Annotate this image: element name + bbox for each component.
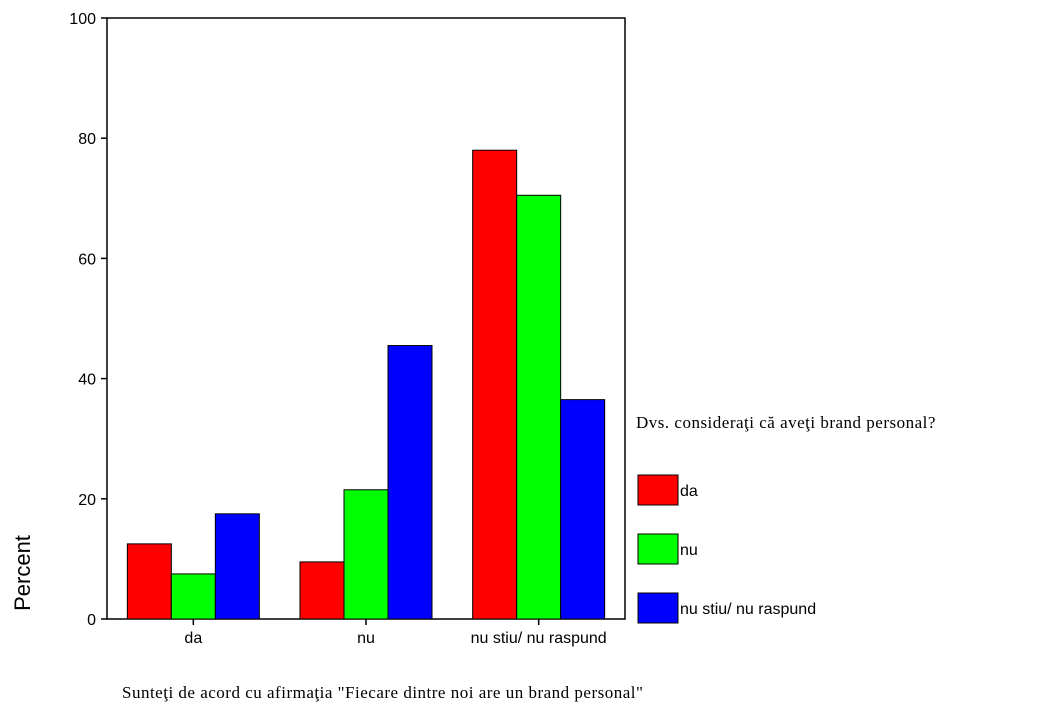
y-tick-label: 80 bbox=[78, 131, 96, 148]
legend-label: nu bbox=[680, 542, 698, 559]
bar-da-da bbox=[126, 543, 172, 620]
y-tick-label: 100 bbox=[69, 11, 96, 28]
legend-swatch bbox=[637, 474, 679, 506]
x-tick-label: da bbox=[184, 630, 202, 647]
bar-nu-stiu-nu-raspund-nu bbox=[387, 345, 433, 620]
legend-label: da bbox=[680, 483, 698, 500]
bar-nu-nu-stiu-nu-raspund bbox=[516, 194, 562, 620]
bar-nu-stiu-nu-raspund-nu-stiu-nu-raspund bbox=[560, 399, 606, 620]
legend-label: nu stiu/ nu raspund bbox=[680, 601, 816, 618]
x-tick-label: nu stiu/ nu raspund bbox=[471, 630, 607, 647]
bar-nu-stiu-nu-raspund-da bbox=[214, 513, 260, 620]
y-axis-label: Percent bbox=[10, 535, 35, 611]
bars bbox=[126, 149, 606, 620]
bar-da-nu-stiu-nu-raspund bbox=[472, 149, 518, 620]
legend-swatch bbox=[637, 533, 679, 565]
bar-nu-nu bbox=[343, 489, 389, 620]
legend-title: Dvs. consideraţi că aveţi brand personal… bbox=[636, 413, 936, 432]
y-axis-ticks: 0 20 40 60 80 100 bbox=[69, 11, 107, 629]
bar-da-nu bbox=[299, 561, 345, 620]
y-tick-label: 20 bbox=[78, 492, 96, 509]
y-tick-label: 0 bbox=[87, 612, 96, 629]
y-tick-label: 40 bbox=[78, 372, 96, 389]
legend-swatch bbox=[637, 592, 679, 624]
x-axis-ticks: da nu nu stiu/ nu raspund bbox=[184, 619, 607, 647]
y-tick-label: 60 bbox=[78, 251, 96, 268]
x-tick-label: nu bbox=[357, 630, 375, 647]
x-axis-label: Sunteţi de acord cu afirmaţia "Fiecare d… bbox=[122, 683, 643, 702]
legend: da nu nu stiu/ nu raspund bbox=[637, 474, 816, 624]
bar-nu-da bbox=[170, 573, 216, 620]
